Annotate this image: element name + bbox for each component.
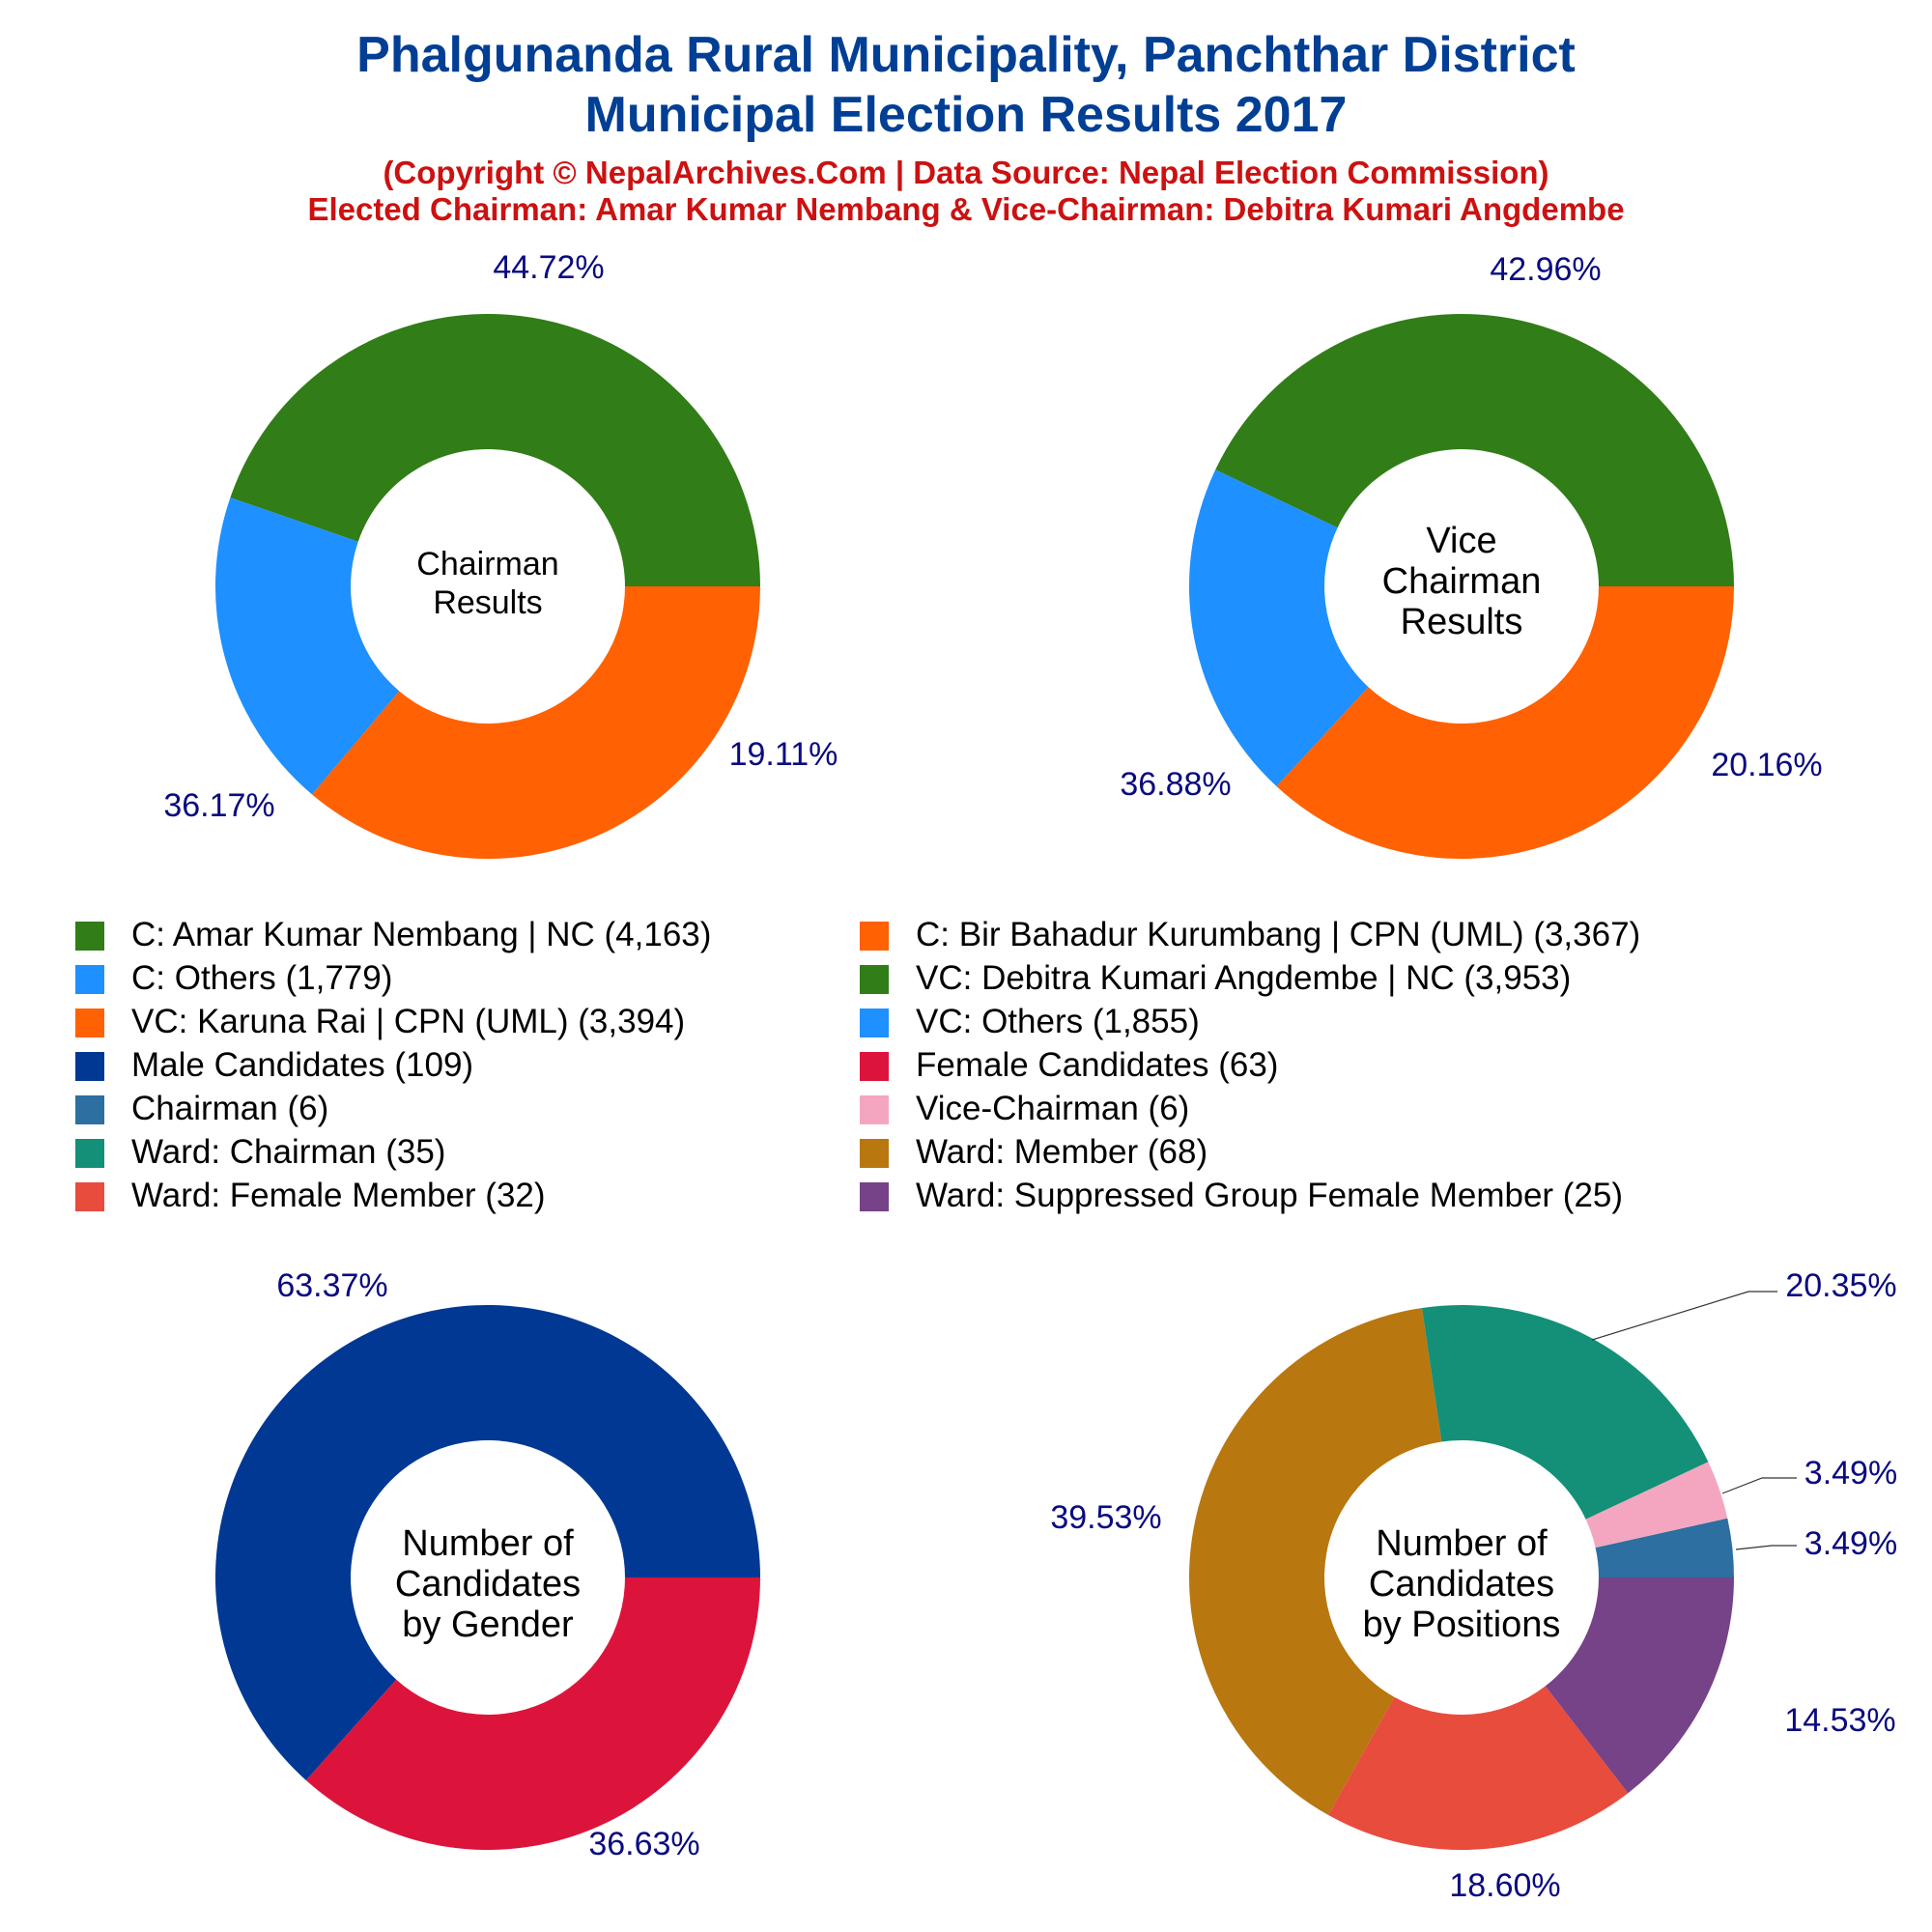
slice-percent-label: 42.96% (1490, 251, 1601, 288)
donut-slice (1276, 586, 1734, 860)
legend-swatch (860, 965, 889, 994)
donut-slice (214, 497, 400, 795)
chart-subtitle-line-1: (Copyright © NepalArchives.Com | Data So… (383, 155, 1549, 190)
slice-percent-label: 18.60% (1449, 1867, 1560, 1904)
legend-label: Chairman (6) (131, 1090, 329, 1127)
legend-swatch (75, 922, 104, 951)
donut-center-label: Candidates (395, 1564, 581, 1605)
donut-center-label: Results (433, 584, 542, 621)
leader-line (1591, 1291, 1777, 1341)
legend-swatch (75, 1182, 104, 1211)
legend-swatch (860, 922, 889, 951)
slice-percent-label: 3.49% (1804, 1455, 1897, 1492)
legend-swatch (860, 1052, 889, 1081)
slice-percent-label: 3.49% (1804, 1525, 1897, 1562)
donut-slice (1595, 1518, 1734, 1577)
slice-percent-label: 20.16% (1711, 747, 1822, 783)
slice-percent-label: 36.17% (163, 787, 274, 824)
donut-slice (214, 1304, 761, 1781)
legend-label: Ward: Member (68) (916, 1133, 1208, 1171)
donut-slice (1189, 469, 1369, 786)
legend-label: Ward: Chairman (35) (131, 1133, 446, 1171)
legend-label: Ward: Suppressed Group Female Member (25… (916, 1177, 1624, 1214)
slice-percent-label: 20.35% (1785, 1267, 1896, 1304)
slice-percent-label: 63.37% (276, 1267, 387, 1304)
legend-swatch (75, 1009, 104, 1037)
donut-center-label: Chairman (1382, 561, 1542, 602)
donut-slice (1327, 1686, 1629, 1851)
chart-subtitle-line-2: Elected Chairman: Amar Kumar Nembang & V… (307, 191, 1625, 227)
donut-center-label: by Positions (1363, 1605, 1561, 1645)
legend-label: C: Amar Kumar Nembang | NC (4,163) (131, 916, 712, 953)
legend-swatch (75, 1139, 104, 1168)
chart-header: Phalgunanda Rural Municipality, Panchtha… (0, 0, 1932, 228)
legend-label: VC: Karuna Rai | CPN (UML) (3,394) (131, 1003, 686, 1040)
slice-percent-label: 44.72% (493, 249, 604, 286)
donut-chart-positions: 3.49% 3.49% 20.35% 39.53% 18.60% 14.53% Number… (1050, 1267, 1897, 1904)
donut-center-label: Vice (1426, 521, 1496, 561)
donut-center-label: Chairman (416, 546, 558, 582)
donut-slice (305, 1577, 760, 1850)
legend-label: Vice-Chairman (6) (916, 1090, 1190, 1127)
legend-swatch (75, 1052, 104, 1081)
leader-line (1735, 1545, 1797, 1550)
legend-label: Male Candidates (109) (131, 1046, 474, 1084)
legend-label: VC: Debitra Kumari Angdembe | NC (3,953) (916, 959, 1572, 997)
slice-percent-label: 14.53% (1784, 1702, 1895, 1739)
slice-percent-label: 36.88% (1120, 766, 1231, 803)
donut-center-label: Candidates (1369, 1564, 1554, 1605)
donut-center-label: Number of (402, 1523, 574, 1564)
legend-label: C: Bir Bahadur Kurumbang | CPN (UML) (3,… (916, 916, 1641, 953)
legend-label: Ward: Female Member (32) (131, 1177, 546, 1214)
legend-label: VC: Others (1,855) (916, 1003, 1200, 1040)
donut-slice (1188, 1308, 1442, 1815)
donut-center-label: by Gender (402, 1605, 574, 1645)
donut-slice (1545, 1577, 1734, 1794)
donut-slice (1215, 313, 1734, 586)
chart-title-line-2: Municipal Election Results 2017 (584, 87, 1348, 143)
slice-percent-label: 39.53% (1050, 1499, 1161, 1536)
donut-center-label: Results (1401, 602, 1523, 642)
donut-slice (311, 586, 760, 859)
slice-percent-label: 36.63% (588, 1826, 699, 1862)
legend-label: Female Candidates (63) (916, 1046, 1279, 1084)
donut-center-label: Number of (1376, 1523, 1548, 1564)
legend-swatch (860, 1182, 889, 1211)
legend-swatch (860, 1139, 889, 1168)
donut-slice (1421, 1305, 1709, 1520)
legend-swatch (75, 965, 104, 994)
chart-title-line-1: Phalgunanda Rural Municipality, Panchtha… (356, 27, 1576, 83)
donut-slice (1585, 1462, 1728, 1548)
legend-swatch (860, 1009, 889, 1037)
legend-label: C: Others (1,779) (131, 959, 393, 997)
leader-line (1721, 1477, 1797, 1494)
legend-swatch (75, 1095, 104, 1124)
legend-swatch (860, 1095, 889, 1124)
donut-slice (230, 313, 761, 586)
slice-percent-label: 19.11% (729, 736, 838, 773)
